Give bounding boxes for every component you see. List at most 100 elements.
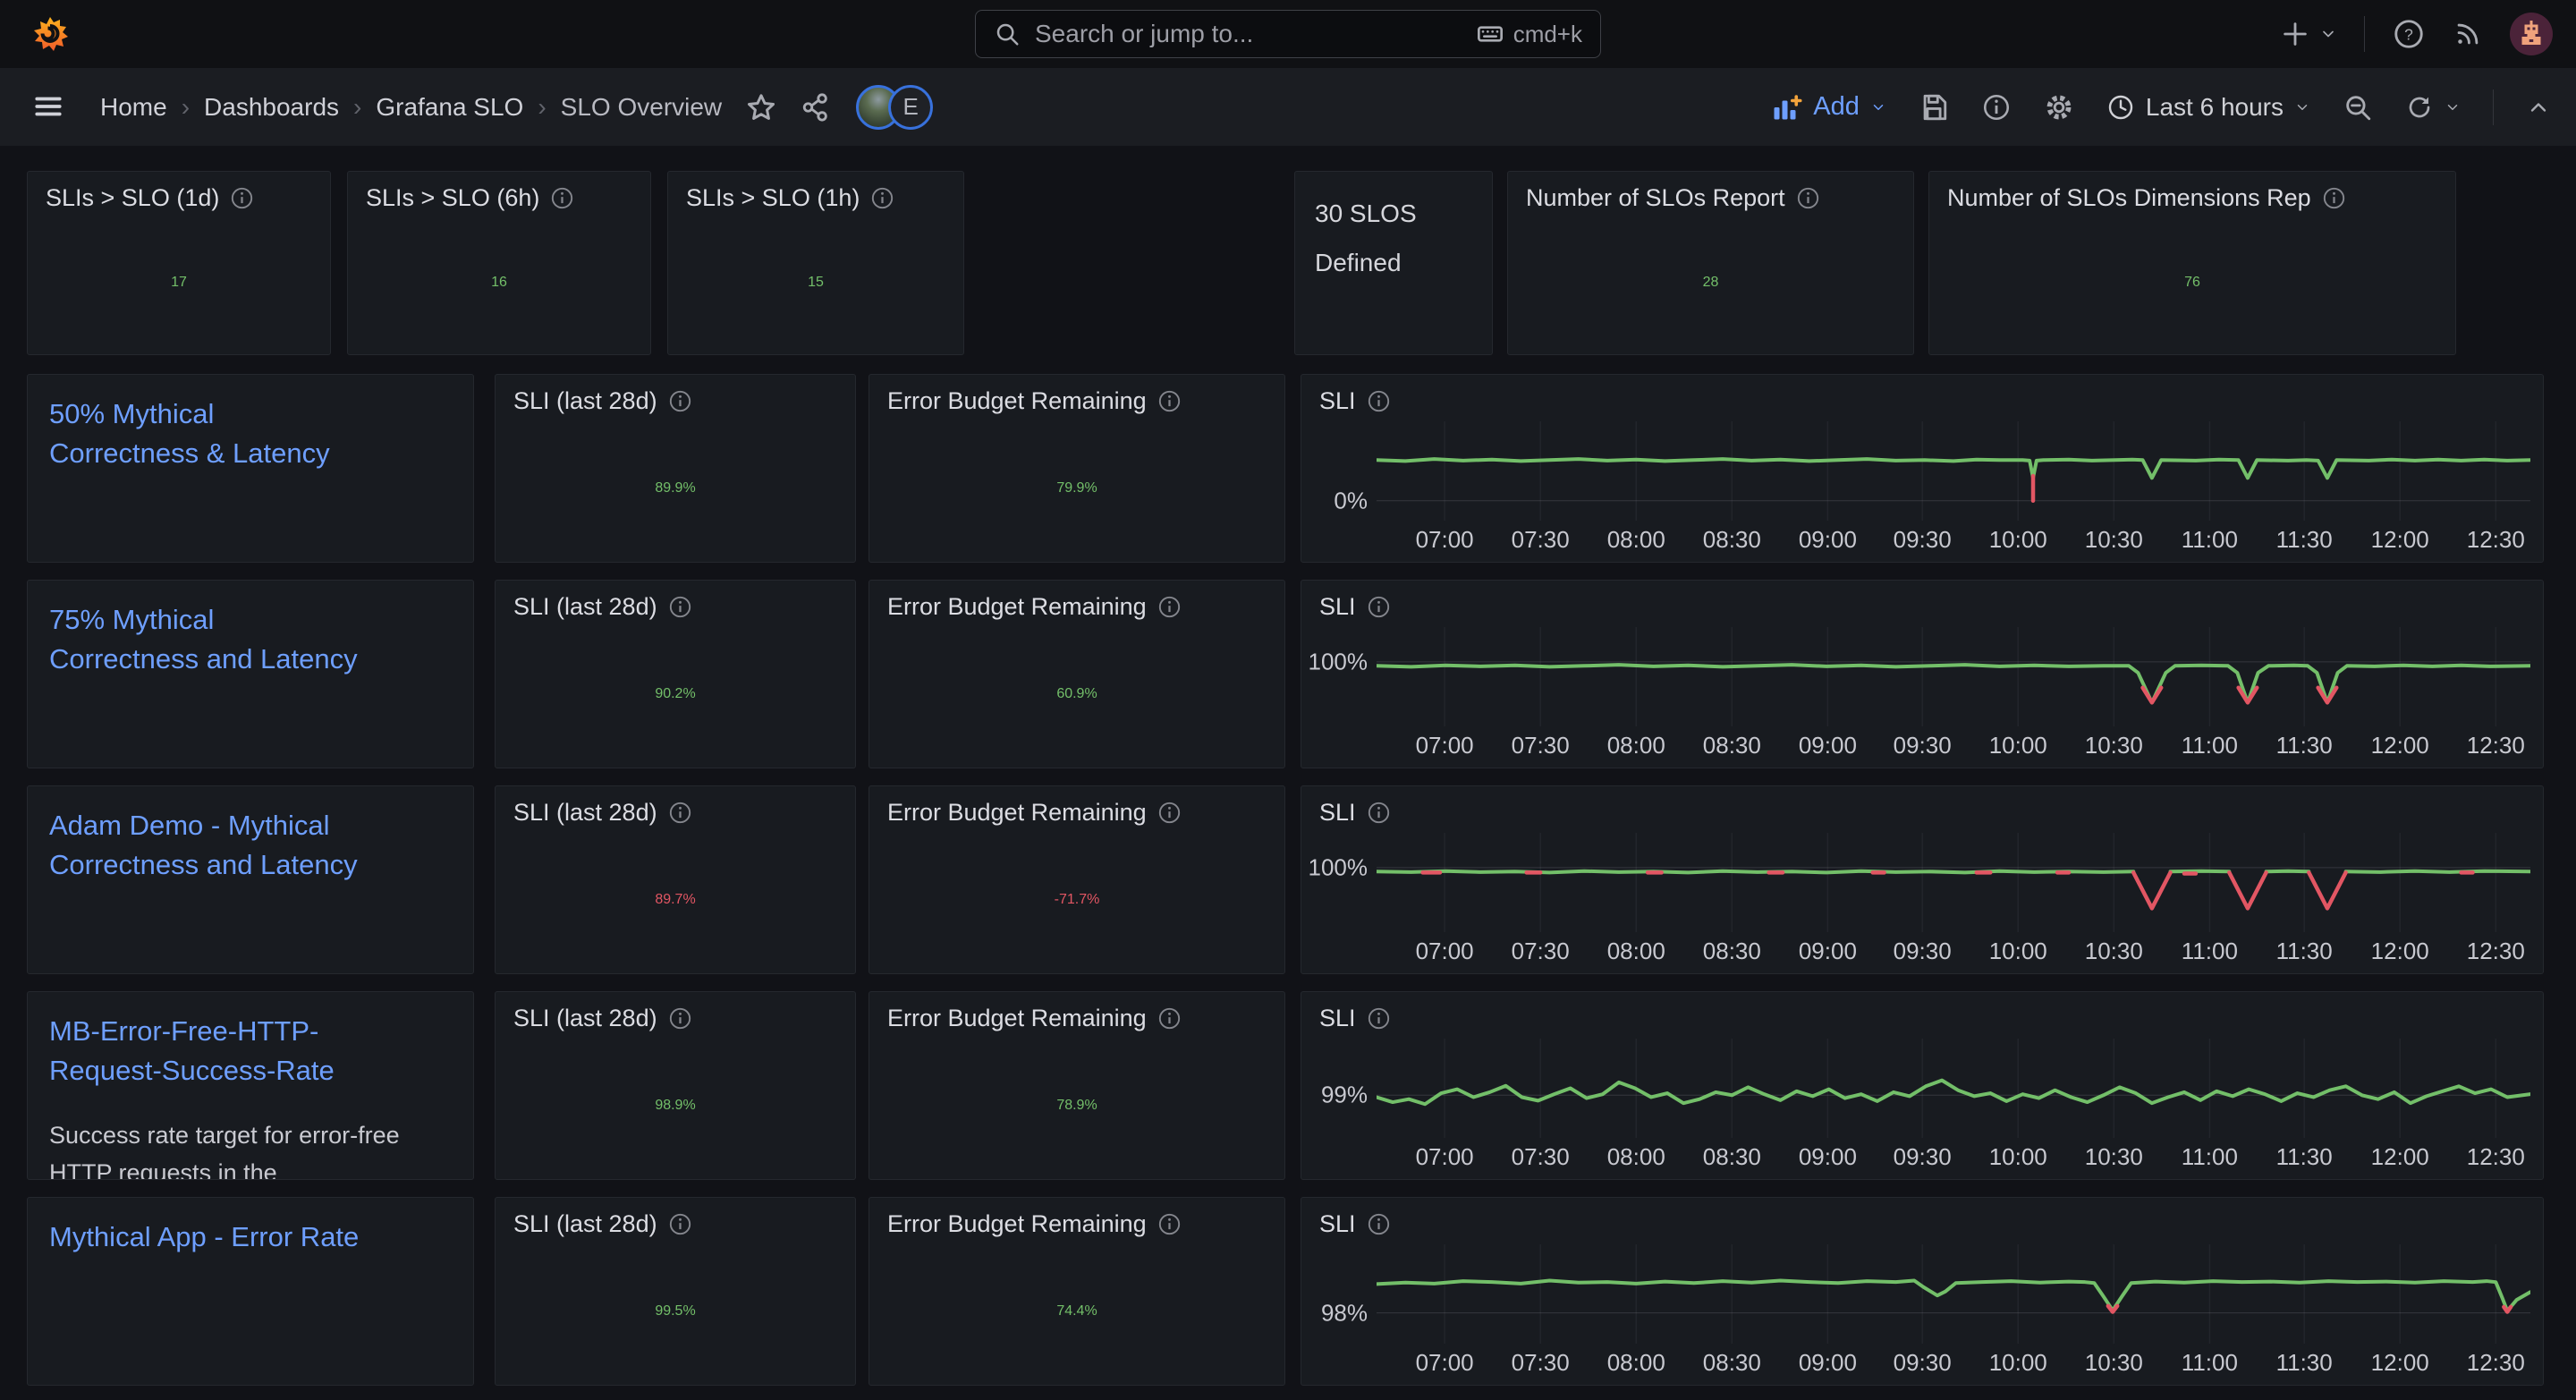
sli-stat-header[interactable]: SLI (last 28d)	[496, 581, 855, 621]
profile-avatar[interactable]	[2510, 13, 2553, 55]
x-axis-tick: 07:00	[1415, 526, 1474, 553]
viewer-avatar-letter[interactable]: E	[888, 84, 934, 130]
sli-stat-header[interactable]: SLI (last 28d)	[496, 375, 855, 415]
error-budget-header[interactable]: Error Budget Remaining	[869, 786, 1284, 827]
share-button[interactable]	[801, 92, 831, 123]
dashboard-settings-button[interactable]	[2044, 92, 2074, 123]
panel-info-icon[interactable]	[1157, 389, 1182, 413]
search-placeholder: Search or jump to...	[1035, 20, 1254, 47]
panel-info-icon[interactable]	[1367, 1212, 1391, 1236]
x-axis-tick: 10:30	[2084, 938, 2143, 964]
sli-chart-plot[interactable]	[1377, 627, 2530, 726]
stat-panel-header[interactable]: SLIs > SLO (6h)	[348, 172, 650, 212]
panel-info-icon[interactable]	[1367, 801, 1391, 825]
panel-info-icon[interactable]	[230, 186, 254, 210]
rss-icon	[2457, 23, 2479, 45]
zoom-out-icon	[2346, 95, 2371, 120]
panel-info-icon[interactable]	[1367, 1006, 1391, 1031]
panel-info-icon[interactable]	[1367, 595, 1391, 619]
panel-title: Error Budget Remaining	[887, 799, 1147, 826]
panel-title: SLI	[1319, 593, 1356, 620]
save-dashboard-button[interactable]	[1919, 92, 1949, 123]
search-input[interactable]: Search or jump to... cmd+k	[975, 10, 1601, 58]
add-panel-button[interactable]: Add	[1770, 91, 1886, 123]
panel-info-icon[interactable]	[1796, 186, 1820, 210]
stat-value: 98.9%	[655, 1097, 696, 1113]
breadcrumb-item-grafana-slo[interactable]: Grafana SLO	[376, 92, 524, 121]
x-axis-tick: 09:30	[1893, 732, 1952, 759]
error-budget-header[interactable]: Error Budget Remaining	[869, 375, 1284, 415]
panel-info-icon[interactable]	[1157, 595, 1182, 619]
slo-dashboard-link[interactable]: 75% Mythical Correctness and Latency	[49, 604, 358, 675]
news-button[interactable]	[2453, 19, 2483, 49]
stat-panel-header[interactable]: Number of SLOs Report	[1508, 172, 1913, 212]
stat-value: 16	[491, 275, 507, 290]
sli-chart-header[interactable]: SLI	[1301, 992, 2543, 1032]
sli-stat-header[interactable]: SLI (last 28d)	[496, 1198, 855, 1238]
collapse-toolbar-button[interactable]	[2526, 95, 2551, 120]
chevron-down-icon	[2323, 30, 2334, 38]
slo-dashboard-link[interactable]: 50% Mythical Correctness & Latency	[49, 398, 330, 470]
error-budget-header[interactable]: Error Budget Remaining	[869, 992, 1284, 1032]
dashboard-insights-button[interactable]	[1981, 92, 2012, 123]
stat-panel-header[interactable]: SLIs > SLO (1h)	[668, 172, 963, 212]
sli-stat-panel: SLI (last 28d) 99.5%	[495, 1197, 856, 1386]
panel-info-icon[interactable]	[668, 595, 692, 619]
sli-chart-panel: SLI 98% 07:00 07:30 08:00 08:30 09:00 09:30 10…	[1301, 1197, 2544, 1386]
panel-info-icon[interactable]	[1157, 1212, 1182, 1236]
sli-chart-header[interactable]: SLI	[1301, 1198, 2543, 1238]
panel-info-icon[interactable]	[668, 389, 692, 413]
panel-title: SLI (last 28d)	[513, 1210, 657, 1237]
refresh-button[interactable]	[2405, 93, 2461, 122]
sli-chart-plot[interactable]	[1377, 421, 2530, 521]
time-range-picker[interactable]: Last 6 hours	[2106, 93, 2310, 122]
error-budget-header[interactable]: Error Budget Remaining	[869, 1198, 1284, 1238]
sli-stat-header[interactable]: SLI (last 28d)	[496, 992, 855, 1032]
help-button[interactable]: ?	[2392, 17, 2426, 51]
sli-stat-header[interactable]: SLI (last 28d)	[496, 786, 855, 827]
stat-panel-header[interactable]: SLIs > SLO (1d)	[28, 172, 330, 212]
svg-text:?: ?	[2404, 25, 2413, 43]
sli-chart-header[interactable]: SLI	[1301, 375, 2543, 415]
new-menu-button[interactable]	[2280, 19, 2337, 49]
zoom-out-button[interactable]	[2343, 92, 2373, 123]
grafana-logo-icon[interactable]	[30, 14, 70, 54]
panel-info-icon[interactable]	[668, 1006, 692, 1031]
x-axis-tick: 10:30	[2084, 732, 2143, 759]
stat-value: 60.9%	[1056, 685, 1097, 701]
sli-chart-body: 98%	[1310, 1244, 2530, 1344]
sli-chart-header[interactable]: SLI	[1301, 786, 2543, 827]
stat-panel-header[interactable]: Number of SLOs Dimensions Rep	[1929, 172, 2455, 212]
menu-toggle-button[interactable]	[32, 91, 64, 126]
slo-link-panel: 50% Mythical Correctness & Latency	[27, 374, 474, 563]
panel-title: SLIs > SLO (1h)	[686, 184, 860, 211]
panel-info-icon[interactable]	[1157, 801, 1182, 825]
sli-chart-plot[interactable]	[1377, 833, 2530, 932]
panel-info-icon[interactable]	[550, 186, 574, 210]
panel-info-icon[interactable]	[2322, 186, 2346, 210]
error-budget-header[interactable]: Error Budget Remaining	[869, 581, 1284, 621]
error-budget-panel: Error Budget Remaining 74.4%	[869, 1197, 1285, 1386]
favorite-star-button[interactable]	[745, 91, 777, 123]
sli-chart-header[interactable]: SLI	[1301, 581, 2543, 621]
slo-dashboard-link[interactable]: MB-Error-Free-HTTP-Request-Success-Rate	[49, 1015, 335, 1087]
sli-chart-plot[interactable]	[1377, 1039, 2530, 1138]
x-axis-tick: 12:30	[2466, 1349, 2525, 1376]
slo-dashboard-link[interactable]: Mythical App - Error Rate	[49, 1221, 360, 1252]
panel-info-icon[interactable]	[668, 1212, 692, 1236]
x-axis: 07:00 07:30 08:00 08:30 09:00 09:30 10:00 10:30…	[1377, 1349, 2530, 1381]
panel-info-icon[interactable]	[1157, 1006, 1182, 1031]
panel-title: SLIs > SLO (6h)	[366, 184, 540, 211]
y-axis-tick: 0%	[1334, 487, 1368, 514]
slo-link-panel: Mythical App - Error Rate	[27, 1197, 474, 1386]
x-axis-tick: 08:30	[1702, 526, 1761, 553]
panel-info-icon[interactable]	[668, 801, 692, 825]
breadcrumb-item-dashboards[interactable]: Dashboards	[204, 92, 340, 121]
breadcrumb-item-slo-overview[interactable]: SLO Overview	[560, 92, 723, 121]
panel-title: SLI (last 28d)	[513, 593, 657, 620]
panel-info-icon[interactable]	[1367, 389, 1391, 413]
panel-info-icon[interactable]	[870, 186, 894, 210]
sli-chart-plot[interactable]	[1377, 1244, 2530, 1344]
breadcrumb-item-home[interactable]: Home	[100, 92, 167, 121]
slo-dashboard-link[interactable]: Adam Demo - Mythical Correctness and Lat…	[49, 810, 358, 881]
